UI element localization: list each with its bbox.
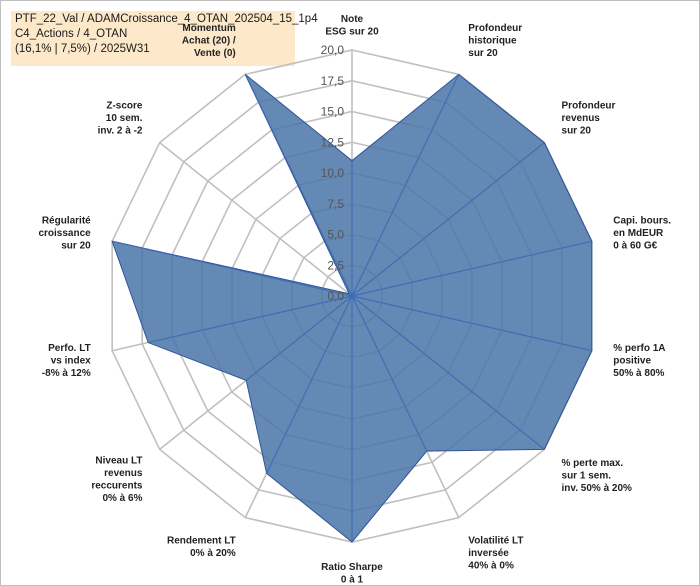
data-point-spoke [266, 295, 353, 474]
chart-title-line-1: PTF_22_Val / ADAMCroissance_4_OTAN_20250… [15, 13, 318, 25]
axis-label: Profondeur historique sur 20 [468, 23, 522, 59]
axis-tick-label: 17,5 [321, 74, 345, 88]
axis-label: Volatilité LT inversée 40% à 0% [468, 535, 523, 571]
axis-label: % perfo 1A positive 50% à 80% [613, 343, 665, 379]
axis-label: Z-score 10 sem. inv. 2 à -2 [98, 100, 143, 136]
axis-label: Rendement LT 0% à 20% [167, 535, 236, 559]
chart-title-line-2: C4_Actions / 4_OTAN [15, 28, 128, 40]
data-point-spoke [351, 295, 545, 450]
axis-tick-label: 10,0 [321, 166, 345, 180]
axis-tick-label: 12,5 [321, 135, 345, 149]
axis-tick-label: 15,0 [321, 105, 345, 119]
axis-label: Régularité croissance sur 20 [38, 215, 91, 251]
axis-tick-label: 0,0 [327, 289, 344, 303]
data-point-spoke [351, 74, 460, 297]
axis-tick-label: 20,0 [321, 43, 345, 57]
data-point-spoke [351, 295, 428, 452]
axis-tick-label: 5,0 [327, 228, 344, 242]
axis-label: Perfo. LT vs index -8% à 12% [42, 343, 91, 379]
chart-title-line-3: (16,1% | 7,5%) / 2025W31 [15, 43, 150, 55]
axis-label: Note ESG sur 20 [325, 14, 379, 38]
data-point-spoke [351, 142, 545, 297]
axis-label: Capi. bours. en MdEUR 0 à 60 G€ [613, 215, 671, 251]
axis-tick-label: 7,5 [327, 197, 344, 211]
data-point-spoke [351, 240, 592, 297]
data-point-spoke [112, 240, 353, 297]
axis-tick-label: 2,5 [327, 258, 344, 272]
axis-label: Niveau LT revenus reccurents 0% à 6% [91, 456, 143, 505]
data-point-spoke [148, 295, 353, 343]
axis-label: Ratio Sharpe 0 à 1 [321, 562, 383, 586]
data-point-spoke [351, 295, 592, 352]
data-point-spoke [245, 295, 353, 381]
axis-label: Profondeur revenus sur 20 [562, 100, 616, 136]
axis-label: Momentum Achat (20) / Vente (0) [182, 23, 236, 59]
grid-spoke [159, 141, 353, 297]
data-point-spoke [244, 74, 353, 297]
axis-label: % perte max. sur 1 sem. inv. 50% à 20% [562, 458, 633, 494]
chart-title-box: PTF_22_Val / ADAMCroissance_4_OTAN_20250… [11, 11, 318, 66]
